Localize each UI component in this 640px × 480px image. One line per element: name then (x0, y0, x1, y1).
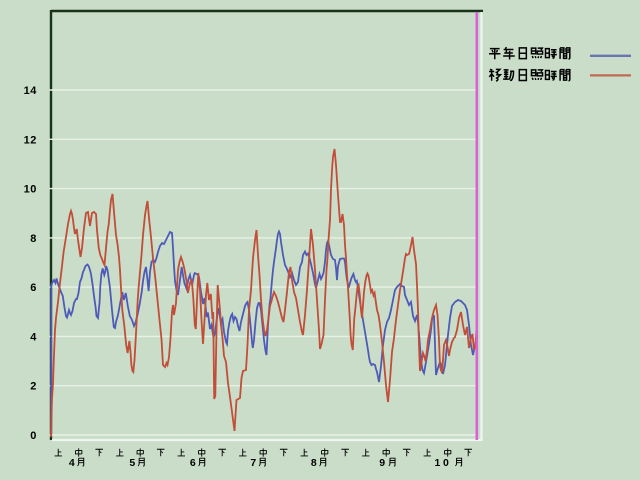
svg-text:12: 12 (24, 134, 37, 146)
svg-text:6: 6 (30, 282, 37, 294)
svg-text:8: 8 (30, 233, 37, 245)
svg-text:2: 2 (30, 381, 37, 393)
svg-text:10: 10 (24, 184, 37, 196)
svg-text:10: 10 (435, 457, 452, 469)
svg-text:4: 4 (69, 457, 76, 469)
svg-text:9: 9 (379, 457, 386, 469)
svg-text:7: 7 (250, 457, 257, 469)
svg-text:8: 8 (311, 457, 318, 469)
svg-text:4: 4 (30, 331, 37, 343)
svg-text:14: 14 (24, 85, 38, 97)
svg-text:6: 6 (190, 457, 197, 469)
svg-text:5: 5 (129, 457, 136, 469)
svg-text:0: 0 (30, 430, 37, 442)
